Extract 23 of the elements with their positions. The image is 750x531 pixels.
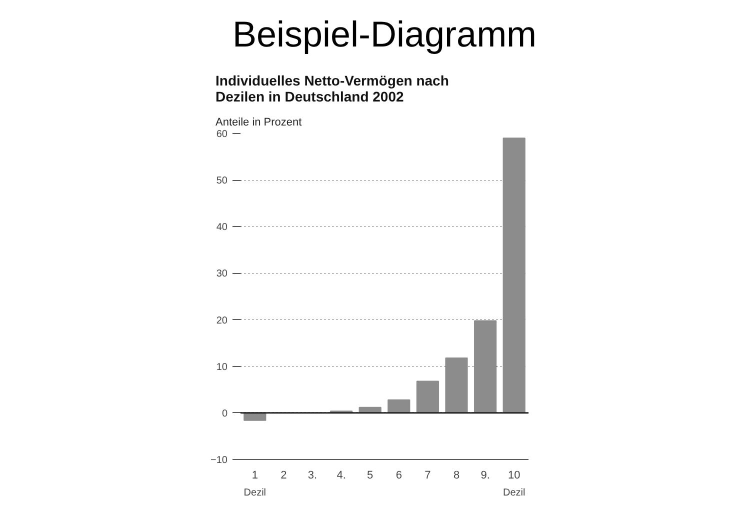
x-tick-label: 4. — [336, 470, 346, 482]
y-tick-label: 0 — [222, 408, 228, 420]
x-tick-label: 8 — [453, 470, 460, 482]
x-tick-label: 1 — [252, 470, 258, 482]
x-tick-label: 2 — [280, 470, 287, 482]
y-tick-label: 40 — [216, 222, 228, 234]
y-tick-label: 30 — [216, 268, 228, 280]
y-tick-label: 50 — [216, 176, 228, 187]
x-tick-label: 6 — [396, 470, 402, 482]
y-tick-label: 60 — [216, 129, 228, 140]
text: Dezil — [502, 488, 526, 498]
text: Dezil — [244, 488, 266, 498]
y-tick-label: 10 — [216, 362, 228, 373]
chart-title: Beispiel-Diagramm — [232, 14, 537, 54]
y-tick-label: 20 — [216, 315, 228, 326]
x-tick-label: 5 — [367, 470, 374, 482]
x-tick-label: 10 — [508, 470, 520, 482]
chart-subtitle: Individuelles Netto-Vermögen nach Dezilen in Deutschland 2002 — [216, 72, 449, 104]
y-tick-label: −10 — [210, 455, 228, 466]
x-tick-label: 3. — [308, 470, 318, 482]
y-axis-title: Anteile in Prozent — [216, 116, 302, 128]
x-tick-label: 7 — [424, 470, 431, 482]
x-tick-label: 9. — [480, 470, 490, 482]
